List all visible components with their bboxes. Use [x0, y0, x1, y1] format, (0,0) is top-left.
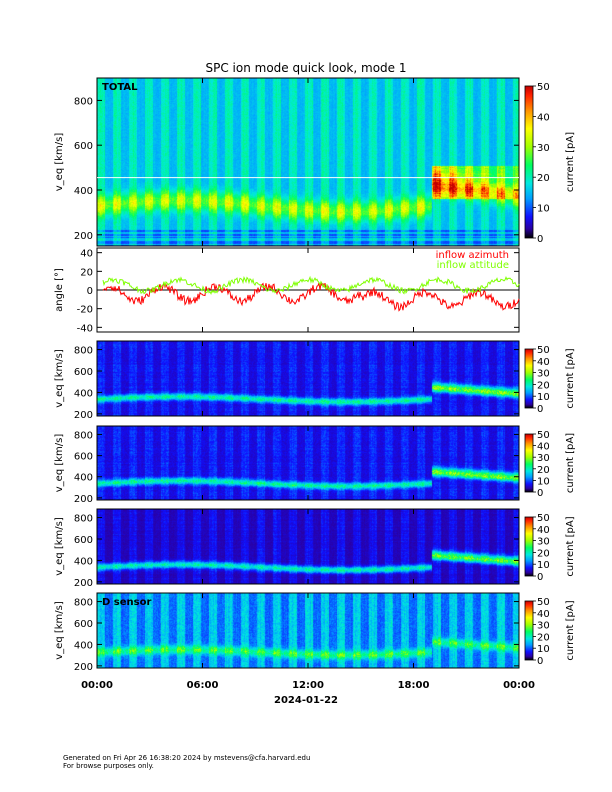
colorbar-tick-label: 10: [537, 560, 550, 571]
legend-entry: inflow attitude: [437, 260, 509, 271]
series-line-azimuth: [102, 281, 520, 312]
colorbar-tick-label: 0: [537, 656, 543, 667]
colorbar: [524, 85, 534, 239]
y-tick-label: 200: [74, 494, 93, 505]
colorbar-tick-label: 20: [537, 465, 550, 476]
colorbar-tick-label: 10: [537, 204, 550, 215]
footer-generated-line: Generated on Fri Apr 26 16:38:20 2024 by…: [63, 754, 311, 762]
colorbar-label: current [pA]: [565, 600, 576, 660]
colorbar: [524, 433, 534, 493]
colorbar-tick-label: 30: [537, 453, 550, 464]
y-tick-label: 800: [74, 346, 93, 357]
y-tick-label: 400: [74, 640, 93, 651]
colorbar-label: current [pA]: [565, 132, 576, 192]
x-tick-label: 12:00: [292, 680, 324, 691]
x-tick-label: 00:00: [503, 680, 535, 691]
colorbar-label: current [pA]: [565, 516, 576, 576]
x-tick-label: 18:00: [398, 680, 430, 691]
colorbar-tick-label: 30: [537, 369, 550, 380]
y-tick-label: 0: [87, 286, 93, 297]
y-tick-label: 400: [74, 388, 93, 399]
colorbar-tick-label: 40: [537, 442, 550, 453]
y-tick-label: 400: [74, 473, 93, 484]
x-axis-date-label: 2024-01-22: [274, 695, 338, 706]
y-tick-label: -20: [77, 305, 93, 316]
colorbar-tick-label: 10: [537, 644, 550, 655]
x-axis: 00:00 06:00 12:00 18:00 00:00: [81, 78, 535, 691]
y-axis-label: v_eq [km/s]: [54, 517, 65, 576]
x-tick-label: 06:00: [187, 680, 219, 691]
colorbar-tick-label: 40: [537, 525, 550, 536]
colorbar-tick-label: 40: [537, 357, 550, 368]
x-tick-label: 00:00: [81, 680, 113, 691]
y-tick-label: 400: [74, 556, 93, 567]
colorbar-label: current [pA]: [565, 348, 576, 408]
colorbar-tick-label: 30: [537, 143, 550, 154]
y-axis-label: v_eq [km/s]: [54, 601, 65, 660]
colorbar-tick-label: 20: [537, 632, 550, 643]
colorbar-tick-label: 50: [537, 345, 550, 356]
colorbar-tick-label: 0: [537, 404, 543, 415]
colorbar-tick-label: 50: [537, 597, 550, 608]
y-tick-label: 200: [74, 662, 93, 673]
y-tick-label: 600: [74, 141, 93, 152]
colorbar-tick-label: 30: [537, 537, 550, 548]
footer-browse-line: For browse purposes only.: [63, 762, 154, 770]
colorbar: [524, 600, 534, 661]
heatmap-image: [97, 509, 519, 584]
colorbar-tick-label: 30: [537, 621, 550, 632]
y-tick-label: 800: [74, 598, 93, 609]
colorbar-tick-label: 40: [537, 609, 550, 620]
y-tick-label: 400: [74, 186, 93, 197]
colorbar-tick-label: 0: [537, 572, 543, 583]
y-axis-label: v_eq [km/s]: [54, 434, 65, 493]
heatmap-image: [97, 426, 519, 500]
heatmap-image: [97, 341, 519, 416]
y-tick-label: 20: [80, 267, 93, 278]
y-axis-label: v_eq [km/s]: [54, 349, 65, 408]
y-tick-label: 200: [74, 410, 93, 421]
colorbar-tick-label: 10: [537, 476, 550, 487]
y-tick-label: 600: [74, 367, 93, 378]
colorbar-tick-label: 10: [537, 392, 550, 403]
colorbar: [524, 516, 534, 577]
colorbar-tick-label: 20: [537, 173, 550, 184]
panel-label: D sensor: [102, 597, 151, 608]
colorbar-tick-label: 50: [537, 513, 550, 524]
chart-title: SPC ion mode quick look, mode 1: [206, 61, 407, 75]
y-tick-label: -40: [77, 323, 93, 334]
colorbar-tick-label: 40: [537, 112, 550, 123]
y-tick-label: 800: [74, 96, 93, 107]
y-axis-label: angle [°]: [54, 268, 65, 312]
y-tick-label: 200: [74, 231, 93, 242]
y-tick-label: 600: [74, 619, 93, 630]
heatmap-image: [97, 593, 519, 668]
colorbar-label: current [pA]: [565, 433, 576, 493]
colorbar-tick-label: 20: [537, 548, 550, 559]
y-tick-label: 800: [74, 430, 93, 441]
colorbar-tick-label: 50: [537, 82, 550, 93]
y-tick-label: 40: [80, 249, 93, 260]
y-tick-label: 800: [74, 514, 93, 525]
panel-label: TOTAL: [102, 82, 138, 93]
y-tick-label: 200: [74, 578, 93, 589]
y-axis-label: v_eq [km/s]: [54, 133, 65, 192]
colorbar-tick-label: 0: [537, 234, 543, 245]
heatmap-image: [97, 78, 519, 246]
colorbar-tick-label: 0: [537, 488, 543, 499]
colorbar-tick-label: 50: [537, 430, 550, 441]
y-tick-label: 600: [74, 535, 93, 546]
colorbar: [524, 348, 534, 409]
series-line-attitude: [102, 275, 520, 296]
legend-entry: inflow azimuth: [436, 250, 509, 261]
y-tick-label: 600: [74, 452, 93, 463]
colorbar-tick-label: 20: [537, 380, 550, 391]
